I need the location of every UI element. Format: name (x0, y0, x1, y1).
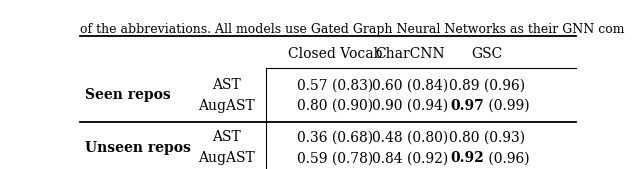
Text: CharCNN: CharCNN (375, 47, 445, 61)
Text: Seen repos: Seen repos (85, 88, 171, 102)
Text: AugAST: AugAST (198, 151, 255, 165)
Text: GSC: GSC (471, 47, 502, 61)
Text: 0.92: 0.92 (451, 151, 484, 165)
Text: 0.57 (0.83): 0.57 (0.83) (298, 78, 374, 92)
Text: 0.89 (0.96): 0.89 (0.96) (449, 78, 525, 92)
Text: (0.96): (0.96) (484, 151, 530, 165)
Text: AST: AST (212, 78, 241, 92)
Text: 0.48 (0.80): 0.48 (0.80) (372, 130, 448, 144)
Text: 0.90 (0.94): 0.90 (0.94) (372, 99, 448, 113)
Text: of the abbreviations. All models use Gated Graph Neural Networks as their GNN co: of the abbreviations. All models use Gat… (80, 23, 625, 36)
Text: 0.84 (0.92): 0.84 (0.92) (372, 151, 448, 165)
Text: AST: AST (212, 130, 241, 144)
Text: 0.97: 0.97 (451, 99, 484, 113)
Text: 0.59 (0.78): 0.59 (0.78) (298, 151, 374, 165)
Text: Unseen repos: Unseen repos (85, 141, 191, 155)
Text: 0.80 (0.93): 0.80 (0.93) (449, 130, 525, 144)
Text: 0.60 (0.84): 0.60 (0.84) (372, 78, 448, 92)
Text: 0.80 (0.90): 0.80 (0.90) (298, 99, 374, 113)
Text: Closed Vocab: Closed Vocab (288, 47, 383, 61)
Text: AugAST: AugAST (198, 99, 255, 113)
Text: 0.36 (0.68): 0.36 (0.68) (298, 130, 374, 144)
Text: (0.99): (0.99) (484, 99, 530, 113)
